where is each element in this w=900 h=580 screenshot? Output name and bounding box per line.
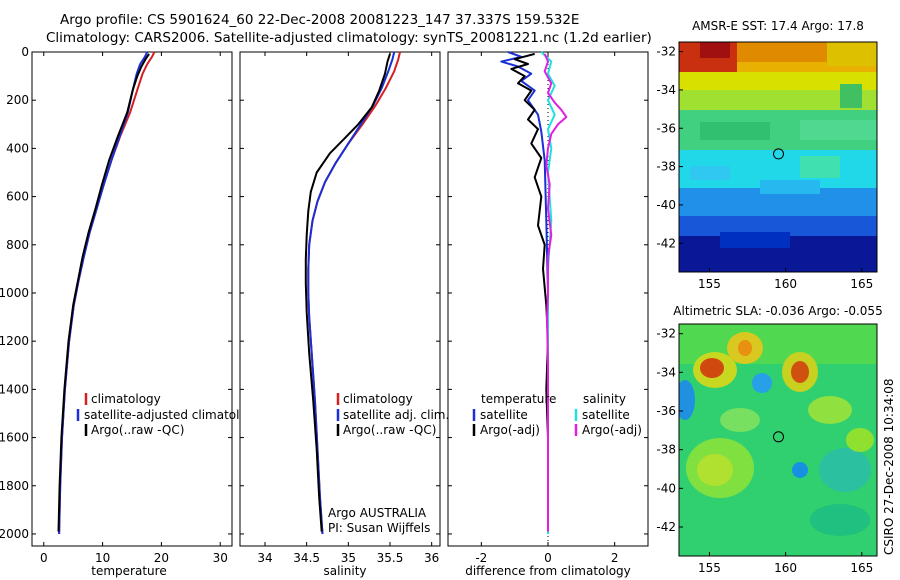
map-y-tick-label: -32 bbox=[656, 327, 676, 341]
difference-panel: -2 0 2 difference from climatology tempera… bbox=[447, 51, 649, 578]
y-tick-label: 600 bbox=[6, 190, 29, 204]
y-tick-label: 800 bbox=[6, 238, 29, 252]
map-x-tick-label: 160 bbox=[774, 561, 797, 575]
x-tick-label: 10 bbox=[95, 551, 110, 565]
map-y-tick-label: -34 bbox=[656, 365, 676, 379]
map-y-tick-label: -36 bbox=[656, 121, 676, 135]
map-x-tick-label: 160 bbox=[774, 277, 797, 291]
sla-map-title: Altimetric SLA: -0.036 Argo: -0.055 bbox=[673, 304, 882, 318]
figure-title-line1: Argo profile: CS 5901624_60 22-Dec-2008 … bbox=[60, 12, 579, 28]
argo-location-marker bbox=[773, 431, 784, 443]
x-tick-label: 2 bbox=[611, 551, 619, 565]
salinity-axes-frame bbox=[239, 51, 441, 547]
credit-line1: Argo AUSTRALIA bbox=[328, 506, 427, 520]
csiro-timestamp: CSIRO 27-Dec-2008 10:34:08 bbox=[882, 378, 896, 555]
y-tick-label: 1400 bbox=[0, 382, 29, 396]
salinity-xlabel: salinity bbox=[323, 564, 366, 578]
y-tick-label: 0 bbox=[21, 45, 29, 59]
series-line-argo-raw-qc bbox=[304, 53, 391, 532]
sst-map-panel: AMSR-E SST: 17.4 Argo: 17.8 bbox=[656, 19, 878, 291]
map-y-tick-label: -40 bbox=[656, 481, 676, 495]
credit-line2: PI: Susan Wijffels bbox=[328, 521, 430, 535]
map-y-tick-label: -42 bbox=[656, 236, 676, 250]
legend-label-satellite-adj: satellite adj. clim. bbox=[343, 408, 449, 422]
temperature-axes-frame bbox=[31, 51, 233, 547]
map-y-tick-label: -32 bbox=[656, 45, 676, 59]
sst-map-title: AMSR-E SST: 17.4 Argo: 17.8 bbox=[692, 19, 864, 33]
legend-label-argo: Argo(..raw -QC) bbox=[91, 423, 184, 437]
map-x-tick-label: 165 bbox=[850, 277, 873, 291]
y-tick-label: 1600 bbox=[0, 431, 29, 445]
map-x-tick-label: 165 bbox=[850, 561, 873, 575]
sla-axes-frame bbox=[678, 323, 878, 557]
series-line-salinity-argo-adj bbox=[543, 53, 568, 532]
y-tick-label: 400 bbox=[6, 141, 29, 155]
legend-label-sal-argo: Argo(-adj) bbox=[582, 423, 642, 437]
x-tick-label: 34 bbox=[257, 551, 272, 565]
temperature-panel: 0 10 20 30 0 200 400 600 800 1000 1200 1400 1600 1800… bbox=[0, 45, 262, 578]
difference-xlabel: difference from climatology bbox=[465, 564, 631, 578]
difference-legend: temperature salinity satellite Argo(-adj… bbox=[472, 392, 642, 437]
x-tick-label: 35 bbox=[341, 551, 356, 565]
y-tick-label: 1800 bbox=[0, 479, 29, 493]
sla-map-panel: Altimetric SLA: -0.036 Argo: -0.055 155 1… bbox=[656, 304, 882, 575]
legend-label-climatology: climatology bbox=[91, 392, 161, 406]
map-x-tick-label: 155 bbox=[698, 561, 721, 575]
map-y-tick-label: -40 bbox=[656, 198, 676, 212]
y-tick-label: 1000 bbox=[0, 286, 29, 300]
map-y-tick-label: -36 bbox=[656, 404, 676, 418]
legend-label-satellite-adjusted: satellite-adjusted climatology bbox=[84, 408, 262, 422]
legend-label-argo: Argo(..raw -QC) bbox=[343, 423, 436, 437]
temperature-legend: climatology satellite-adjusted climatolo… bbox=[76, 392, 262, 437]
x-tick-label: 35.5 bbox=[377, 551, 404, 565]
sst-heatmap bbox=[679, 42, 877, 272]
legend-title-salinity: salinity bbox=[583, 392, 626, 406]
figure-title-line2: Climatology: CARS2006. Satellite-adjuste… bbox=[46, 30, 652, 46]
sla-heatmap bbox=[679, 324, 877, 556]
legend-label-temp-argo: Argo(-adj) bbox=[480, 423, 540, 437]
map-y-tick-label: -38 bbox=[656, 160, 676, 174]
x-tick-label: 0 bbox=[544, 551, 552, 565]
x-tick-label: 36 bbox=[424, 551, 439, 565]
sst-axes-frame bbox=[678, 41, 878, 273]
legend-label-sal-satellite: satellite bbox=[582, 408, 630, 422]
y-tick-label: 2000 bbox=[0, 527, 29, 541]
series-line-argo-raw-qc bbox=[57, 53, 150, 532]
map-y-tick-label: -38 bbox=[656, 443, 676, 457]
argo-location-marker bbox=[773, 148, 784, 160]
temperature-xlabel: temperature bbox=[91, 564, 166, 578]
x-tick-label: 30 bbox=[213, 551, 228, 565]
legend-title-temperature: temperature bbox=[481, 392, 556, 406]
map-x-tick-label: 155 bbox=[698, 277, 721, 291]
x-tick-label: -2 bbox=[475, 551, 487, 565]
x-tick-label: 0 bbox=[40, 551, 48, 565]
y-tick-label: 200 bbox=[6, 93, 29, 107]
salinity-panel: 34 34.5 35 35.5 36 salinity climatology sate… bbox=[239, 51, 449, 578]
legend-label-temp-satellite: satellite bbox=[480, 408, 528, 422]
x-tick-label: 20 bbox=[154, 551, 169, 565]
legend-label-climatology: climatology bbox=[343, 392, 413, 406]
x-tick-label: 34.5 bbox=[293, 551, 320, 565]
series-line-satellite-adj-clim bbox=[307, 51, 396, 535]
map-y-tick-label: -34 bbox=[656, 83, 676, 97]
map-y-tick-label: -42 bbox=[656, 520, 676, 534]
y-tick-label: 1200 bbox=[0, 334, 29, 348]
salinity-legend: climatology satellite adj. clim. Argo(..… bbox=[336, 392, 449, 437]
